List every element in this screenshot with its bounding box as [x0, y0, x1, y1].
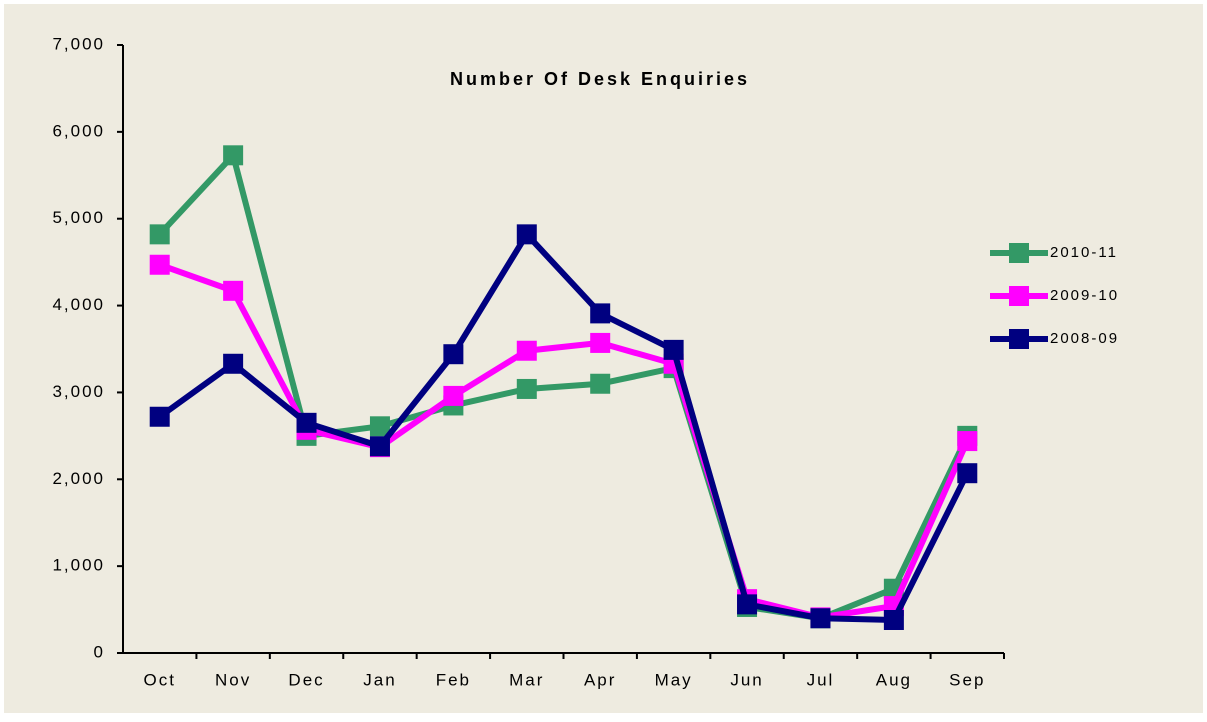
x-tick-label: Apr [584, 670, 616, 689]
point-marker [957, 463, 978, 484]
point-marker [149, 254, 170, 275]
x-tick-label: Nov [215, 670, 251, 689]
y-tick-label: 2,000 [52, 469, 105, 488]
point-marker [223, 353, 244, 374]
point-marker [663, 339, 684, 360]
point-marker [149, 406, 170, 427]
y-tick-label: 7,000 [52, 34, 105, 53]
point-marker [516, 340, 537, 361]
point-marker [810, 608, 831, 629]
legend-marker [1009, 329, 1029, 349]
chart-title: Number Of Desk Enquiries [450, 69, 750, 89]
y-tick-label: 1,000 [52, 556, 105, 575]
point-marker [443, 385, 464, 406]
x-tick-label: Aug [876, 670, 912, 689]
x-tick-label: Jan [363, 670, 396, 689]
point-marker [590, 332, 611, 353]
legend-label: 2010-11 [1050, 244, 1118, 261]
y-tick-label: 4,000 [52, 295, 105, 314]
y-tick-label: 0 [94, 642, 105, 661]
x-tick-label: Mar [509, 670, 544, 689]
series-line [158, 261, 971, 621]
x-tick-label: May [655, 670, 693, 689]
x-tick-label: Jun [730, 670, 763, 689]
y-tick-label: 6,000 [52, 121, 105, 140]
x-tick-label: Feb [436, 670, 471, 689]
y-tick-label: 5,000 [52, 208, 105, 227]
point-marker [223, 280, 244, 301]
point-marker [516, 378, 537, 399]
legend-marker [1009, 286, 1029, 306]
y-tick-label: 3,000 [52, 382, 105, 401]
point-marker [443, 344, 464, 365]
point-marker [149, 224, 170, 245]
point-marker [737, 594, 758, 615]
point-marker [369, 416, 390, 437]
point-marker [296, 412, 317, 433]
x-tick-label: Jul [807, 670, 835, 689]
legend-marker [1009, 243, 1029, 263]
point-marker [516, 224, 537, 245]
point-marker [883, 609, 904, 630]
legend-label: 2008-09 [1050, 330, 1119, 347]
point-marker [223, 145, 244, 166]
point-marker [957, 431, 978, 452]
point-marker [369, 436, 390, 457]
legend-label: 2009-10 [1050, 287, 1119, 304]
chart-background [4, 4, 1203, 713]
point-marker [590, 373, 611, 394]
series-line [157, 231, 970, 623]
x-tick-label: Oct [143, 670, 175, 689]
x-tick-label: Sep [949, 670, 985, 689]
point-marker [590, 303, 611, 324]
x-tick-label: Dec [288, 670, 324, 689]
